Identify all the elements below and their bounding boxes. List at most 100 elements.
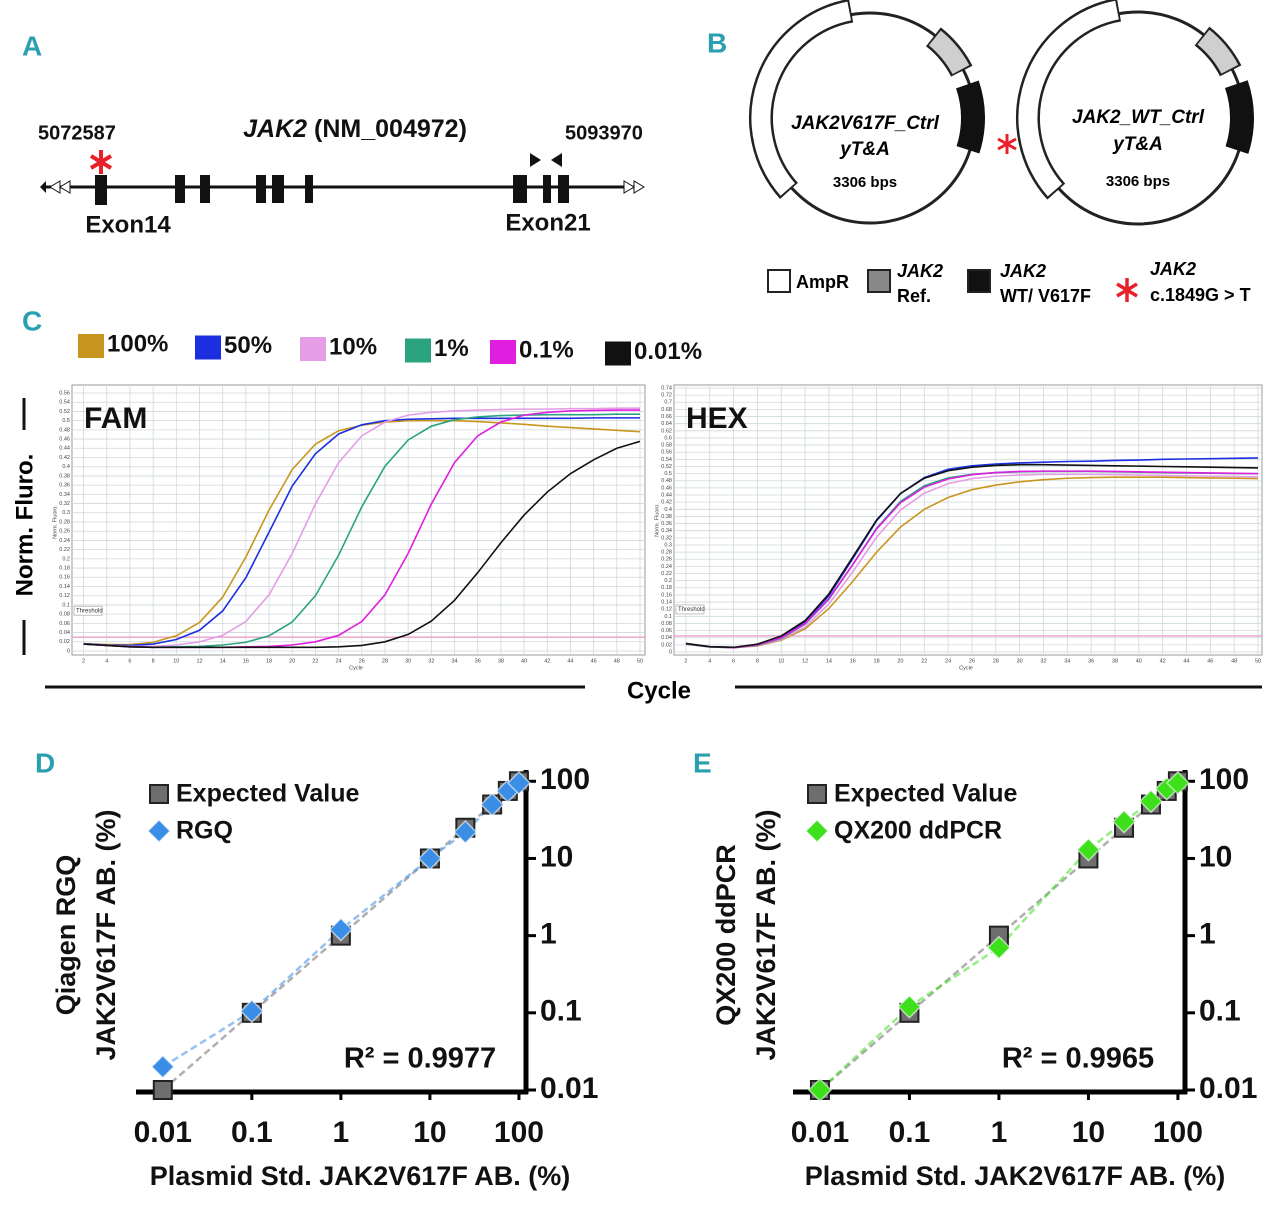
legend-swatch — [967, 269, 991, 293]
y-tick-label: 0.01 — [1199, 1072, 1257, 1105]
y-tick-label: 0.7 — [664, 400, 672, 406]
legend-swatch — [78, 334, 104, 358]
x-tick-label: 50 — [1255, 658, 1261, 664]
y-tick-label: 100 — [540, 763, 590, 796]
plasmid-size: 3306 bps — [1106, 173, 1170, 190]
chart-title: FAM — [84, 402, 147, 435]
fluorescence-curve — [83, 417, 640, 647]
x-tick-label: 38 — [1112, 658, 1118, 664]
x-tick-label: 0.01 — [791, 1116, 849, 1149]
diamond-marker — [986, 935, 1011, 960]
x-tick-label: 4 — [708, 658, 711, 664]
y-tick-label: 0.66 — [661, 414, 672, 420]
x-tick-label: 38 — [498, 658, 504, 664]
diamond-marker — [897, 994, 922, 1019]
diamond-marker — [807, 1077, 833, 1103]
exon — [272, 175, 284, 203]
x-tick-label: 4 — [105, 658, 108, 664]
legend-label: 0.01% — [634, 338, 702, 365]
threshold-label: Threshold — [678, 607, 705, 613]
legend-detail: c.1849G > T — [1150, 285, 1251, 305]
gene-accession: (NM_004972) — [314, 115, 467, 143]
legend-marker — [807, 784, 827, 804]
diamond-marker — [1111, 809, 1137, 834]
y-tick-label: 0.02 — [59, 639, 70, 645]
y-tick-label: 0.28 — [59, 519, 70, 525]
threshold-box — [675, 604, 705, 615]
y-axis-label: JAK2V617F AB. (%) — [91, 809, 121, 1060]
panel-label: C — [22, 305, 42, 336]
x-tick-label: 28 — [382, 658, 388, 664]
x-tick-label: 48 — [1231, 658, 1237, 664]
y-tick-label: 0 — [67, 648, 70, 654]
y-tick-label: 0.22 — [661, 571, 672, 577]
y-tick-label: 0.6 — [664, 435, 672, 441]
y-tick-label: 0.4 — [664, 507, 672, 513]
y-tick-label: 0.1 — [1199, 995, 1241, 1028]
y-tick-label: 0.06 — [59, 621, 70, 627]
x-tick-label: 20 — [897, 658, 903, 664]
y-tick-label: 0 — [669, 649, 672, 655]
plasmid-size: 3306 bps — [833, 174, 897, 191]
ampr-band — [751, 1, 852, 196]
mutation-asterisk — [997, 134, 1017, 154]
y-tick-label: 0.18 — [661, 585, 672, 591]
exon — [305, 175, 313, 203]
x-tick-label: 36 — [475, 658, 481, 664]
diamond-marker — [239, 999, 264, 1024]
x-tick-label: 40 — [1136, 658, 1142, 664]
y-tick-label: 0.56 — [661, 450, 672, 456]
jak2-band — [1224, 80, 1254, 154]
y-tick-label: 0.02 — [661, 642, 672, 648]
y-tick-label: 0.1 — [62, 602, 70, 608]
y-tick-label: 0.54 — [59, 400, 70, 406]
fluorescence-curve — [685, 473, 1259, 649]
x-tick-label: 2 — [82, 658, 85, 664]
x-tick-label: 30 — [405, 658, 411, 664]
y-tick-label: 0.44 — [661, 492, 672, 498]
panel-label: E — [693, 747, 712, 778]
legend-swatch — [300, 337, 326, 361]
y-tick-label: 0.12 — [661, 607, 672, 613]
y-tick-label: 0.72 — [661, 393, 672, 399]
y-tick-label: 0.46 — [661, 485, 672, 491]
x-tick-label: 16 — [850, 658, 856, 664]
y-tick-label: 0.26 — [661, 557, 672, 563]
y-tick-label: 0.38 — [59, 473, 70, 479]
legend-label: Expected Value — [176, 780, 360, 808]
diamond-marker — [453, 819, 478, 845]
gene-start: 5072587 — [38, 122, 116, 144]
legend-label: RGQ — [176, 817, 233, 845]
annotation: R² = 0.9977 — [344, 1043, 496, 1075]
gene-title: JAK2 (NM_004972) — [243, 115, 467, 143]
primer-arrow — [551, 153, 562, 167]
x-tick-label: 24 — [945, 658, 951, 664]
legend-label: JAK2 — [1000, 261, 1046, 281]
mutation-asterisk — [89, 150, 113, 174]
legend-swatch — [490, 340, 516, 364]
jak2-band — [955, 80, 985, 154]
y-tick-label: 0.1 — [540, 995, 582, 1028]
diamond-marker — [328, 917, 353, 942]
exon-label: Exon21 — [505, 209, 590, 236]
legend-swatch — [867, 269, 891, 293]
y-tick-label: 0.34 — [59, 492, 70, 498]
legend-marker — [804, 818, 830, 844]
x-tick-label: 50 — [637, 658, 643, 664]
y-tick-label: 0.5 — [664, 471, 672, 477]
y-axis-label: Norm. Fluoro. — [52, 505, 58, 539]
x-tick-label: 24 — [336, 658, 342, 664]
x-tick-label: 36 — [1088, 658, 1094, 664]
ref-band — [1197, 29, 1239, 74]
x-tick-label: 1 — [991, 1116, 1008, 1149]
ampr-band — [1018, 0, 1119, 197]
diamond-marker — [480, 792, 505, 817]
y-axis-label: JAK2V617F AB. (%) — [751, 809, 781, 1060]
x-tick-label: 10 — [778, 658, 784, 664]
legend-label: JAK2 — [897, 261, 943, 281]
y-tick-label: 0.14 — [59, 584, 70, 590]
primer-arrow — [530, 153, 541, 167]
x-tick-label: 20 — [289, 658, 295, 664]
legend-label: JAK2 — [1150, 259, 1196, 279]
